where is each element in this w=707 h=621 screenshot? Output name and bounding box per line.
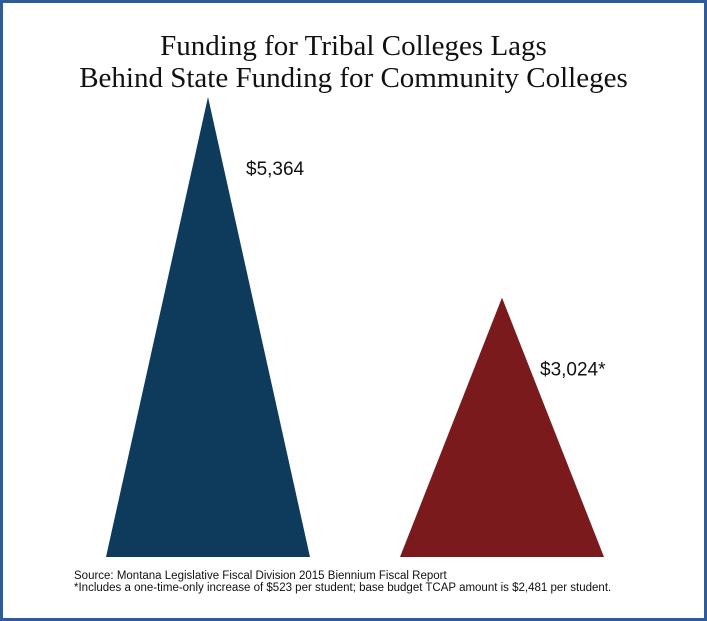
data-label-2: $3,024* bbox=[540, 360, 606, 381]
chart-notes: Source: Montana Legislative Fiscal Divis… bbox=[74, 570, 611, 594]
chart-title-line-1: Funding for Tribal Colleges Lags bbox=[160, 30, 547, 62]
bar-triangle-2 bbox=[400, 297, 604, 557]
bar-triangle-1 bbox=[106, 97, 310, 557]
footnote-note: *Includes a one-time-only increase of $5… bbox=[74, 582, 612, 594]
data-label-1: $5,364 bbox=[246, 159, 305, 180]
chart-title: Funding for Tribal Colleges Lags Behind … bbox=[0, 30, 707, 94]
chart-title-line-2: Behind State Funding for Community Colle… bbox=[79, 62, 628, 94]
source-note: Source: Montana Legislative Fiscal Divis… bbox=[74, 570, 447, 582]
